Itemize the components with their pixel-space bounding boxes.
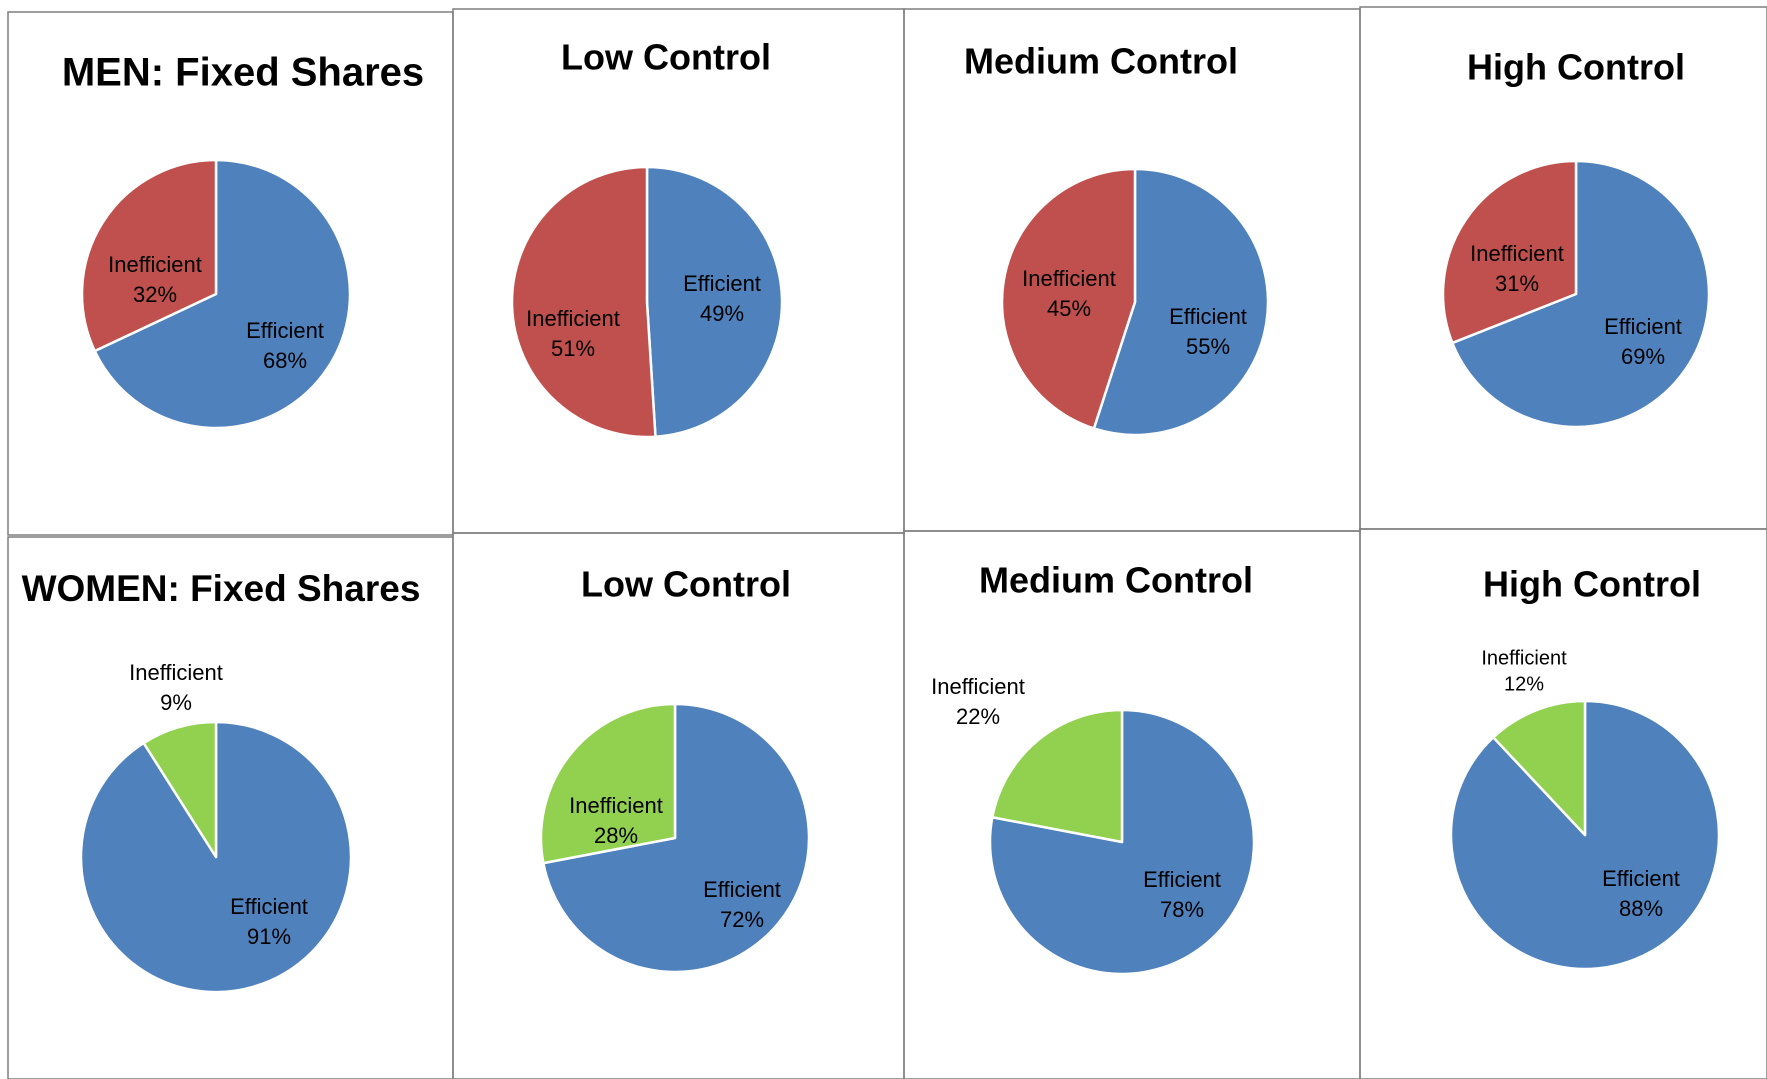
data-label-inefficient-name: Inefficient	[129, 660, 223, 685]
data-label-efficient-value: 91%	[247, 924, 291, 949]
chart-title: Low Control	[581, 564, 791, 605]
pie-chart-1: MEN: Fixed Shares Efficient 68% Inefficient…	[7, 11, 454, 536]
pie-chart-8: High Control Efficient 88% Inefficient 12%	[1359, 528, 1767, 1079]
pie-chart-2: Low Control Efficient 49% Inefficient 51%	[452, 8, 905, 534]
pie-slice-efficient	[645, 165, 784, 438]
data-label-efficient-name: Efficient	[1169, 304, 1247, 329]
data-label-efficient-name: Efficient	[683, 271, 761, 296]
chart-title: High Control	[1467, 47, 1685, 88]
data-label-efficient-value: 49%	[700, 301, 744, 326]
data-label-efficient-value: 88%	[1619, 896, 1663, 921]
chart-title: MEN: Fixed Shares	[62, 51, 424, 95]
chart-panel-border	[1359, 528, 1767, 1079]
chart-title: Medium Control	[979, 560, 1253, 601]
pie-slice-inefficient	[1492, 699, 1587, 837]
data-label-efficient-name: Efficient	[1143, 867, 1221, 892]
pie-slice-inefficient	[510, 165, 657, 439]
data-label-efficient-value: 72%	[720, 907, 764, 932]
data-label-inefficient-value: 31%	[1495, 271, 1539, 296]
pie-slice-inefficient	[80, 158, 218, 353]
pie-chart-7: Medium Control Efficient 78% Inefficient 22%	[903, 530, 1361, 1079]
pie-slice-inefficient	[1000, 167, 1137, 430]
pie-chart-3: Medium Control Efficient 55% Inefficient 45%	[903, 8, 1361, 532]
chart-title: WOMEN: Fixed Shares	[22, 568, 421, 609]
pie-chart-6: Low Control Efficient 72% Inefficient 28%	[452, 532, 905, 1079]
data-label-inefficient-name: Inefficient	[569, 793, 663, 818]
data-label-efficient-name: Efficient	[230, 894, 308, 919]
data-label-inefficient-name: Inefficient	[108, 252, 202, 277]
pie-slice-efficient	[1451, 159, 1711, 429]
pie-slice-inefficient	[1441, 159, 1578, 345]
data-label-inefficient-name: Inefficient	[1470, 241, 1564, 266]
data-label-efficient-value: 68%	[263, 348, 307, 373]
data-label-efficient-name: Efficient	[703, 877, 781, 902]
data-label-efficient-name: Efficient	[1602, 866, 1680, 891]
chart-title: Medium Control	[964, 41, 1238, 82]
chart-title: High Control	[1483, 564, 1701, 605]
data-label-efficient-name: Efficient	[1604, 314, 1682, 339]
pie-slice-inefficient	[991, 708, 1124, 844]
data-label-inefficient-value: 9%	[160, 690, 192, 715]
data-label-inefficient-value: 45%	[1047, 296, 1091, 321]
data-label-inefficient-name: Inefficient	[1481, 647, 1567, 669]
data-label-inefficient-value: 51%	[551, 336, 595, 361]
data-label-inefficient-name: Inefficient	[526, 306, 620, 331]
chart-title: Low Control	[561, 37, 771, 78]
pie-chart-4: High Control Efficient 69% Inefficient 31%	[1359, 6, 1767, 530]
pie-slice-inefficient	[142, 720, 218, 859]
data-label-efficient-value: 69%	[1621, 344, 1665, 369]
pie-chart-5: WOMEN: Fixed Shares Efficient 91% Inefficie…	[7, 536, 454, 1079]
pie-slice-efficient	[93, 158, 352, 430]
pie-slice-inefficient	[539, 702, 677, 865]
data-label-inefficient-value: 28%	[594, 823, 638, 848]
data-label-inefficient-name: Inefficient	[931, 674, 1025, 699]
data-label-efficient-name: Efficient	[246, 318, 324, 343]
data-label-inefficient-name: Inefficient	[1022, 266, 1116, 291]
data-label-inefficient-value: 32%	[133, 282, 177, 307]
data-label-inefficient-value: 22%	[956, 704, 1000, 729]
data-label-efficient-value: 55%	[1186, 334, 1230, 359]
data-label-inefficient-value: 12%	[1504, 673, 1544, 695]
data-label-efficient-value: 78%	[1160, 897, 1204, 922]
pie-slice-efficient	[1092, 167, 1270, 437]
